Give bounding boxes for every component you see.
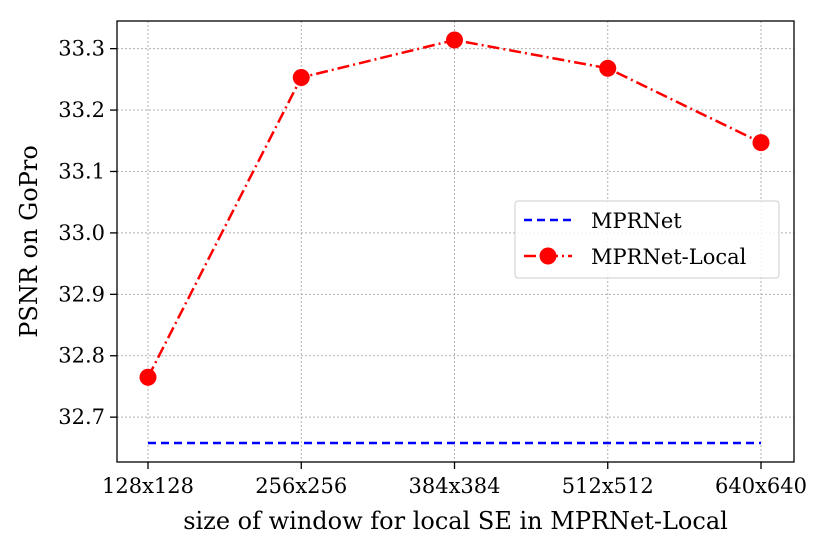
legend-label-mprnet-local: MPRNet-Local (591, 245, 747, 269)
y-tick-label: 32.7 (58, 405, 105, 429)
data-point-mprnet-local (292, 69, 310, 87)
x-tick-label: 256x256 (255, 474, 347, 498)
legend-box (514, 200, 780, 279)
legend: MPRNet MPRNet-Local (514, 200, 780, 279)
x-tick-label: 128x128 (102, 474, 194, 498)
data-point-mprnet-local (599, 59, 617, 77)
y-tick-label: 33.3 (58, 37, 105, 61)
x-tick-label: 384x384 (408, 474, 500, 498)
y-axis-label: PSNR on GoPro (15, 145, 43, 338)
axis-ticks: 128x128 256x256 384x384 512x512 640x640 32.7 3… (58, 37, 807, 498)
y-tick-label: 33.0 (58, 221, 105, 245)
legend-marker-mprnet-local (539, 247, 557, 265)
y-tick-label: 33.2 (58, 98, 105, 122)
plot-frame (116, 20, 795, 463)
y-tick-label: 32.8 (58, 344, 105, 368)
y-tick-label: 32.9 (58, 282, 105, 306)
series-layer (139, 31, 770, 445)
legend-label-mprnet: MPRNet (591, 209, 682, 233)
y-tick-label: 33.1 (58, 159, 105, 183)
data-point-mprnet-local (446, 31, 463, 49)
data-point-mprnet-local (139, 368, 157, 386)
x-axis-label: size of window for local SE in MPRNet-Lo… (183, 507, 728, 535)
x-tick-label: 512x512 (562, 474, 654, 498)
data-point-mprnet-local (752, 134, 770, 152)
x-tick-label: 640x640 (715, 474, 807, 498)
